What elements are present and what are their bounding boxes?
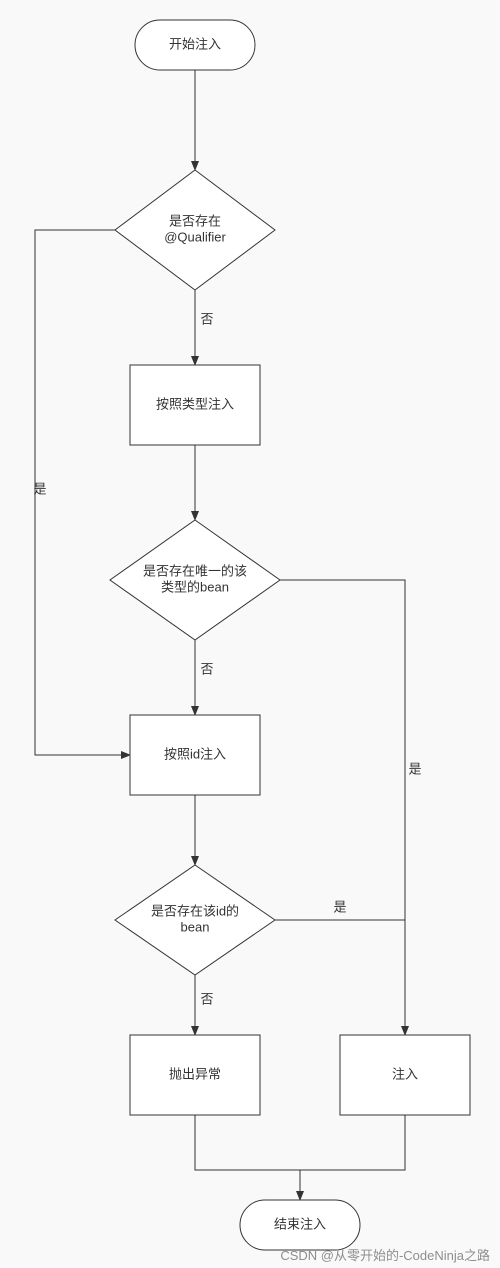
edge-label: 否 [200,311,213,326]
node-label: 是否存在 [169,213,221,228]
node-q1: 是否存在@Qualifier [115,170,275,290]
node-label: bean [181,919,210,934]
edge-label: 是 [33,481,46,496]
edge-label: 否 [200,991,213,1006]
node-label: 抛出异常 [169,1066,221,1081]
edge-label: 是 [333,899,346,914]
node-label: 结束注入 [274,1216,326,1231]
edge [280,580,405,1035]
node-p3: 抛出异常 [130,1035,260,1115]
edge-label: 否 [200,661,213,676]
node-q2: 是否存在唯一的该类型的bean [110,520,280,640]
node-label: 是否存在该id的 [151,903,239,918]
node-p1: 按照类型注入 [130,365,260,445]
edge [300,1115,405,1170]
node-label: 注入 [392,1066,418,1081]
node-end: 结束注入 [240,1200,360,1250]
node-label: 类型的bean [161,579,229,594]
node-start: 开始注入 [135,20,255,70]
node-label: @Qualifier [164,229,226,244]
node-label: 开始注入 [169,36,221,51]
watermark-text: CSDN @从零开始的-CodeNinja之路 [280,1248,490,1263]
node-label: 按照id注入 [164,746,226,761]
node-p4: 注入 [340,1035,470,1115]
node-q3: 是否存在该id的bean [115,865,275,975]
edge [35,230,130,755]
nodes-layer: 开始注入是否存在@Qualifier按照类型注入是否存在唯一的该类型的bean按… [110,20,470,1250]
node-label: 按照类型注入 [156,396,234,411]
edge-label: 是 [408,761,421,776]
flowchart-canvas: 否否否是是是 开始注入是否存在@Qualifier按照类型注入是否存在唯一的该类… [0,0,500,1268]
node-p2: 按照id注入 [130,715,260,795]
node-label: 是否存在唯一的该 [143,563,247,578]
edge [195,1115,300,1200]
